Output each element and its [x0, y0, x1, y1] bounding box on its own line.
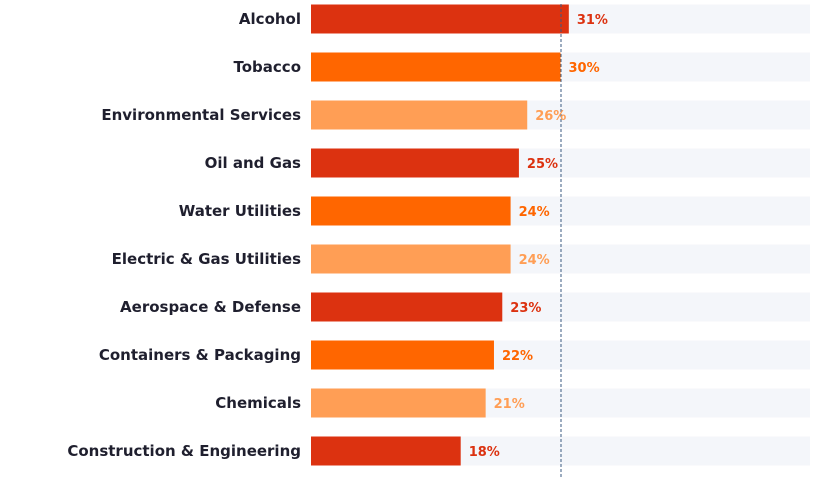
bars	[311, 4, 569, 466]
value-label: 22%	[502, 349, 533, 364]
category-label: Construction & Engineering	[67, 442, 301, 460]
bar-aerospace-defense	[311, 292, 503, 322]
value-label: 21%	[494, 397, 525, 412]
value-label: 24%	[519, 253, 550, 268]
bar-water-utilities	[311, 196, 511, 226]
category-label: Containers & Packaging	[99, 346, 301, 364]
value-label: 24%	[519, 205, 550, 220]
category-label: Water Utilities	[179, 202, 301, 220]
value-labels: 31% 30% 26% 25% 24% 24% 23% 22% 21% 18%	[469, 13, 608, 460]
value-label: 26%	[535, 109, 566, 124]
category-label: Tobacco	[234, 58, 302, 76]
bar-tobacco	[311, 52, 561, 82]
category-label: Electric & Gas Utilities	[112, 250, 301, 268]
bar-construction-engineering	[311, 436, 461, 466]
value-label: 30%	[569, 61, 600, 76]
category-label: Environmental Services	[101, 106, 301, 124]
value-label: 31%	[577, 13, 608, 28]
category-label: Aerospace & Defense	[120, 298, 301, 316]
bar-electric-gas-utilities	[311, 244, 511, 274]
bar-containers-packaging	[311, 340, 494, 370]
category-labels: Alcohol Tobacco Environmental Services Oil …	[67, 10, 301, 460]
value-label: 23%	[510, 301, 541, 316]
bar-chemicals	[311, 388, 486, 418]
category-label: Oil and Gas	[205, 154, 301, 172]
bar-oil-and-gas	[311, 148, 519, 178]
category-label: Alcohol	[239, 10, 301, 28]
value-label: 25%	[527, 157, 558, 172]
bar-alcohol	[311, 4, 569, 34]
category-label: Chemicals	[215, 394, 301, 412]
bar-environmental-services	[311, 100, 528, 130]
value-label: 18%	[469, 445, 500, 460]
